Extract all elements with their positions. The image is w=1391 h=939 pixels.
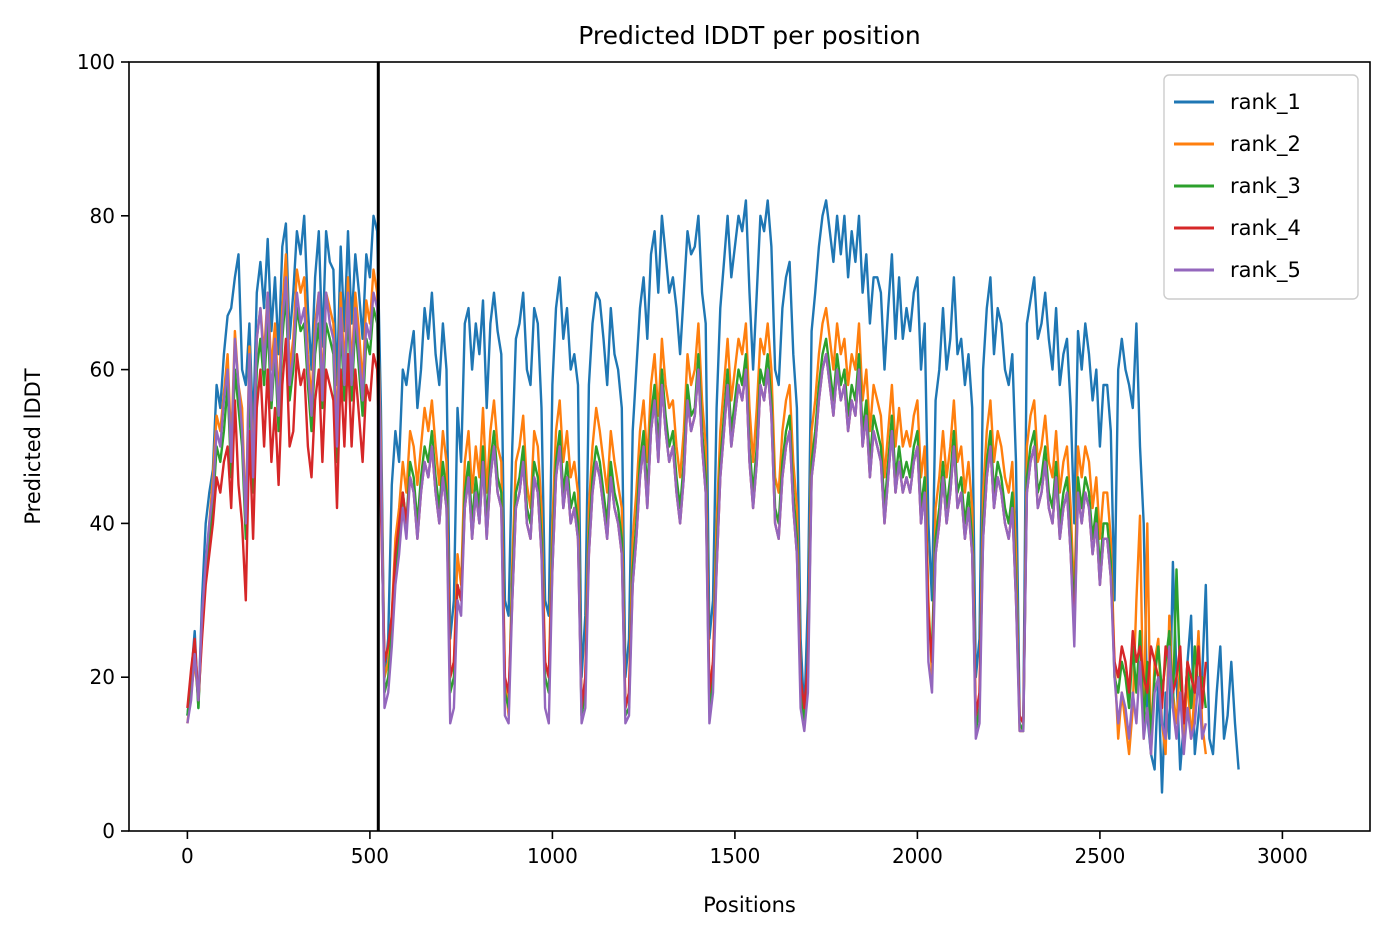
y-tick-label: 40 (90, 511, 115, 535)
legend-label-rank_3: rank_3 (1230, 174, 1301, 199)
y-tick-label: 80 (90, 204, 115, 228)
series-line-rank_1 (186, 199, 1240, 794)
x-axis-label: Positions (703, 893, 796, 917)
series-group (186, 199, 1240, 794)
y-tick-label: 20 (90, 665, 115, 689)
x-tick-label: 3000 (1257, 844, 1308, 868)
x-tick-label: 500 (351, 844, 389, 868)
plot-frame (128, 61, 1371, 832)
legend: rank_1 rank_2 rank_3 rank_4 rank_5 (1163, 74, 1359, 300)
legend-label-rank_2: rank_2 (1230, 132, 1301, 157)
x-tick-label: 2000 (892, 844, 943, 868)
series-line-rank_2 (186, 253, 1207, 756)
x-tick-label: 2500 (1074, 844, 1125, 868)
x-tick-label: 0 (181, 844, 194, 868)
legend-label-rank_1: rank_1 (1230, 90, 1301, 115)
y-tick-label: 100 (77, 50, 115, 74)
y-axis: 0 20 40 60 80 100 (77, 50, 129, 843)
x-tick-label: 1000 (527, 844, 578, 868)
x-tick-label: 1500 (709, 844, 760, 868)
y-tick-label: 0 (102, 819, 115, 843)
y-tick-label: 60 (90, 358, 115, 382)
legend-label-rank_4: rank_4 (1230, 216, 1301, 241)
legend-label-rank_5: rank_5 (1230, 258, 1301, 283)
chart-title: Predicted lDDT per position (578, 21, 920, 50)
x-axis: 0 500 1000 1500 2000 2500 3000 (181, 831, 1308, 868)
series-line-rank_5 (186, 276, 1207, 756)
legend-frame (1163, 74, 1359, 300)
y-axis-label: Predicted lDDT (21, 368, 45, 524)
